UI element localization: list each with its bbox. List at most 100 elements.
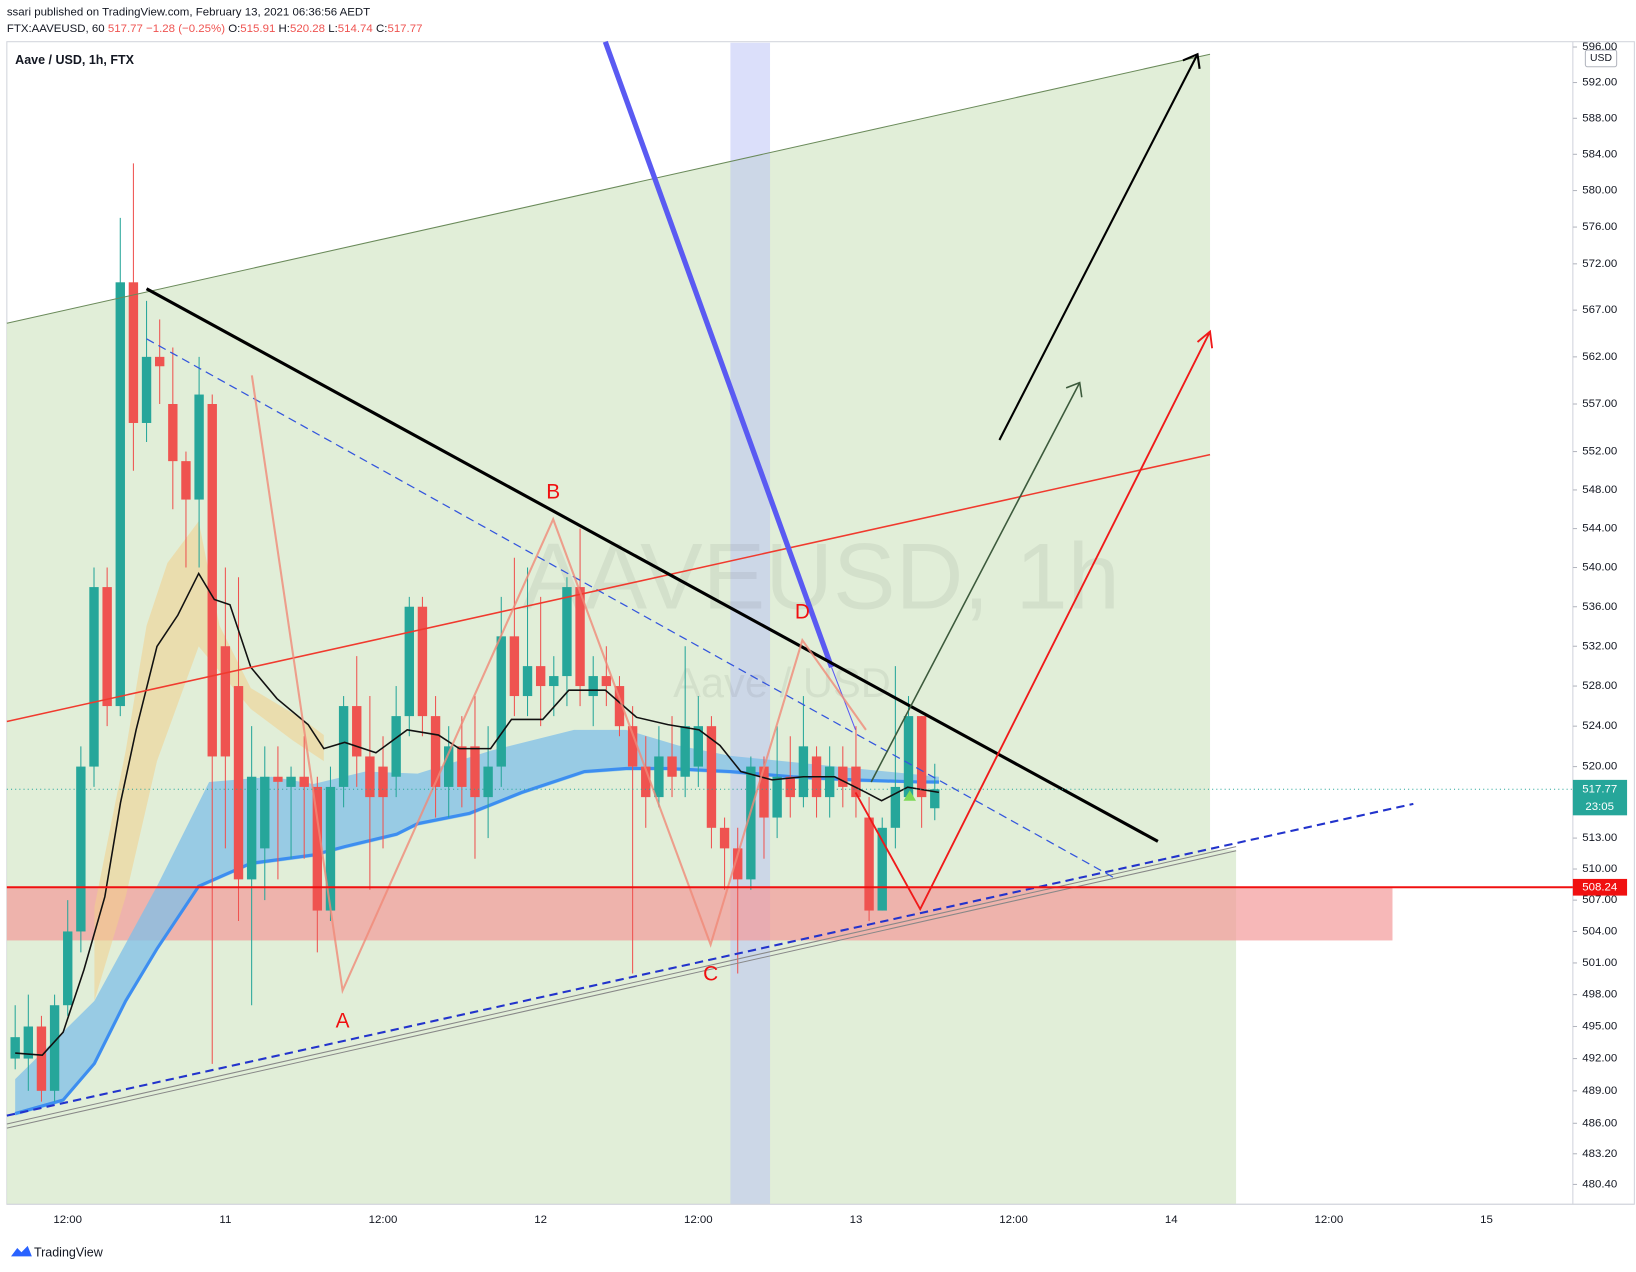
candle-body	[63, 931, 73, 1006]
candle-body	[522, 666, 533, 697]
y-tick-label: 562.00	[1582, 351, 1617, 363]
y-tick-label: 504.00	[1582, 925, 1617, 937]
y-tick-label: 567.00	[1582, 304, 1617, 316]
candle-body	[903, 716, 914, 798]
pattern-label: C	[703, 962, 718, 985]
last-price-label: 517.77	[1582, 783, 1617, 795]
watermark: AAVEUSD, 1h	[522, 524, 1120, 629]
candle-body	[601, 676, 612, 687]
candle-body	[181, 461, 191, 500]
y-tick-label: 548.00	[1582, 484, 1617, 496]
candle-body	[851, 766, 861, 798]
candle-body	[654, 756, 664, 798]
y-tick-label: 507.00	[1582, 894, 1617, 906]
candle-body	[76, 766, 86, 932]
candle-body	[49, 1005, 60, 1091]
ohlc-label: H:	[279, 23, 290, 35]
y-tick-label: 520.00	[1582, 761, 1617, 773]
candle-body	[233, 686, 244, 880]
candle-body	[207, 404, 217, 757]
x-tick-label: 12:00	[1315, 1214, 1344, 1226]
x-tick-label: 14	[1165, 1214, 1178, 1226]
watermark-sub: Aave / USD	[673, 659, 891, 706]
candle-body	[312, 786, 323, 911]
candle-body	[23, 1026, 34, 1059]
candle-body	[286, 776, 296, 787]
ohlc-label: C:	[376, 23, 387, 35]
x-tick-label: 13	[850, 1214, 863, 1226]
candles	[10, 163, 940, 1102]
candle-body	[877, 827, 887, 911]
y-tick-label: 592.00	[1582, 77, 1617, 89]
support-dashed	[6, 802, 1414, 1117]
ohlc-value: 520.28	[290, 23, 325, 35]
ohlc-value: 515.91	[240, 23, 275, 35]
y-tick-label: 495.00	[1582, 1021, 1617, 1033]
y-tick-label: 572.00	[1582, 258, 1617, 270]
candle-body	[168, 404, 178, 462]
candle-body	[890, 786, 901, 828]
candle-body	[444, 746, 454, 787]
y-tick-label: 510.00	[1582, 863, 1617, 875]
candle-body	[680, 726, 690, 777]
candle-body	[273, 776, 283, 782]
candle-body	[549, 676, 559, 687]
y-tick-label: 557.00	[1582, 398, 1617, 410]
y-tick-label: 513.00	[1582, 832, 1617, 844]
candle-body	[838, 766, 848, 787]
candle-body	[627, 726, 638, 767]
candle-body	[36, 1026, 47, 1091]
y-tick-label: 498.00	[1582, 989, 1617, 1001]
time-highlight	[730, 42, 771, 1205]
candle-body	[535, 666, 546, 687]
pattern-label: A	[336, 1009, 350, 1032]
candle-body	[614, 686, 625, 727]
ma-line	[15, 571, 940, 1056]
channel-top	[6, 53, 1211, 324]
channel-bottom	[6, 850, 1237, 1129]
y-tick-label: 596.00	[1582, 41, 1617, 53]
x-tick-label: 15	[1480, 1214, 1493, 1226]
candle-body	[260, 776, 270, 849]
arrowhead	[1065, 381, 1083, 398]
candle-body	[141, 356, 152, 423]
logo	[11, 1245, 32, 1257]
candle-body	[824, 766, 835, 798]
candle-body	[746, 766, 756, 880]
candle-body	[430, 716, 441, 787]
resistance-dashed	[146, 338, 1117, 880]
candle-body	[154, 356, 165, 367]
candle-body	[496, 636, 506, 767]
countdown: 23:05	[1585, 801, 1614, 813]
footer	[0, 1230, 1636, 1272]
candle-body	[575, 587, 585, 687]
candle-body	[194, 394, 204, 500]
x-tick-label: 12	[534, 1214, 547, 1226]
candle-body	[706, 726, 717, 828]
candle-body	[483, 766, 493, 798]
chart-title: Aave / USD, 1h, FTX	[15, 53, 134, 67]
x-tick-label: 11	[219, 1214, 231, 1226]
candle-body	[391, 716, 401, 777]
y-tick-label: 540.00	[1582, 562, 1617, 574]
y-tick-label: 576.00	[1582, 221, 1617, 233]
y-tick-label: 524.00	[1582, 720, 1617, 732]
candle-body	[693, 726, 703, 767]
y-tick-label: 532.00	[1582, 640, 1617, 652]
ohlc-value: 514.74	[338, 23, 374, 35]
candle-body	[128, 282, 139, 423]
ohlc-label: L:	[328, 23, 338, 35]
last: 517.77	[108, 23, 143, 35]
cloud-blue	[15, 729, 939, 1116]
candle-body	[338, 706, 349, 787]
pattern-label: B	[546, 481, 560, 504]
symbol-line: FTX:AAVEUSD, 60 517.77 −1.28 (−0.25%) O:…	[7, 23, 423, 35]
candle-body	[404, 606, 414, 717]
candle-body	[759, 766, 769, 818]
cloud-orange	[94, 521, 324, 1001]
candle-body	[102, 587, 112, 707]
y-tick-label: 544.00	[1582, 523, 1617, 535]
candle-body	[916, 716, 927, 798]
candle-body	[798, 746, 809, 798]
